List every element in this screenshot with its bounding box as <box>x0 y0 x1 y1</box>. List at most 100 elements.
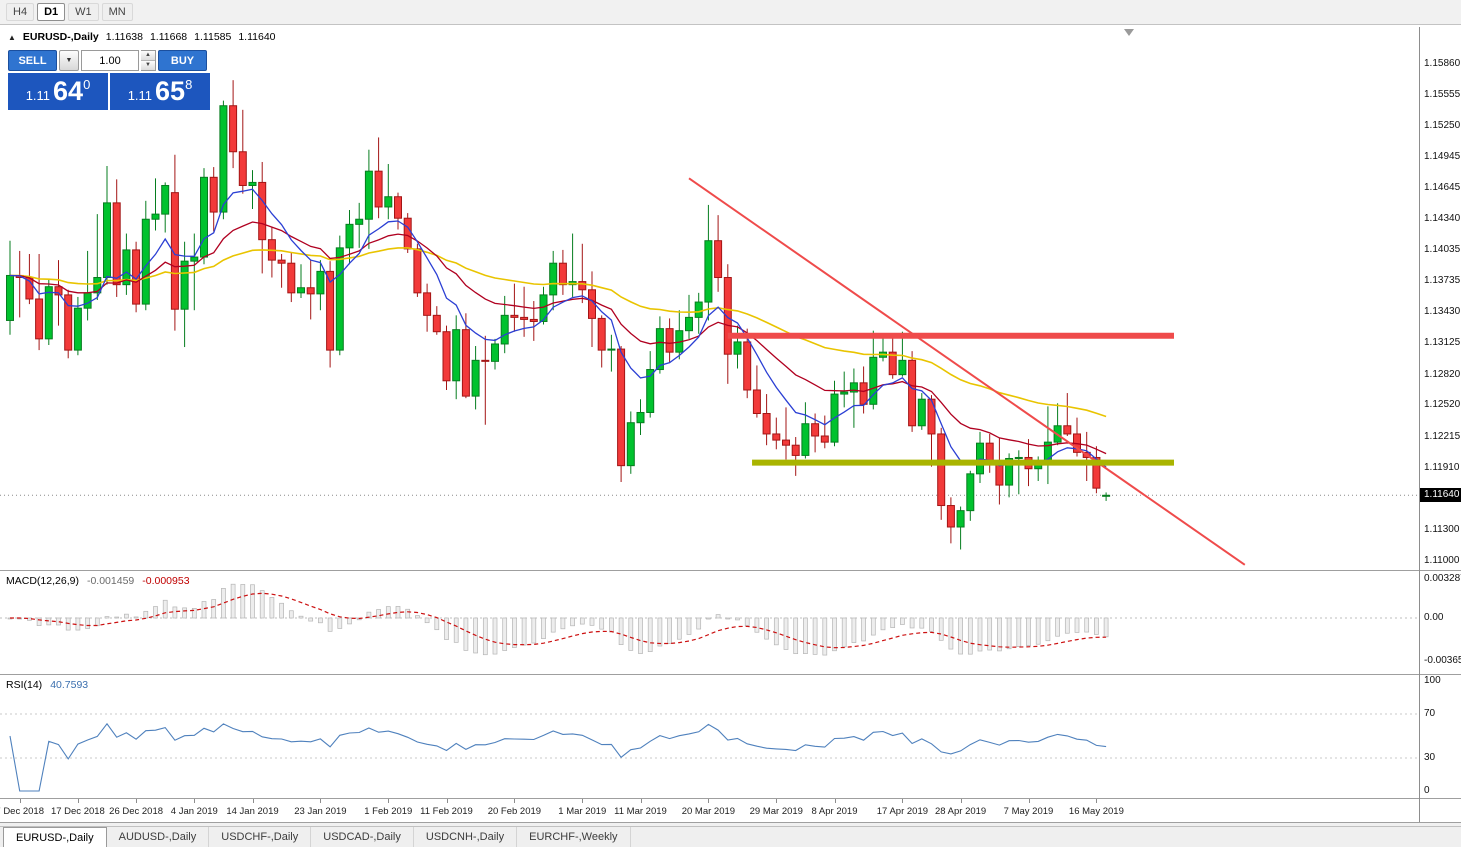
macd-canvas[interactable] <box>0 571 1419 674</box>
ohlc-high: 1.11668 <box>149 31 188 43</box>
time-axis-tick <box>320 799 322 803</box>
time-axis-tick <box>1096 799 1098 803</box>
time-axis-label: 4 Jan 2019 <box>170 806 218 817</box>
time-axis-tick <box>582 799 584 803</box>
timeframe-button-mn[interactable]: MN <box>101 3 133 21</box>
pane-separator <box>0 798 1461 799</box>
buy-price-big: 65 <box>155 76 186 106</box>
price-axis-label: 1.14945 <box>1424 151 1461 163</box>
chart-tabs-bar: EURUSD-,Daily AUDUSD-,Daily USDCHF-,Daily U… <box>0 826 1461 847</box>
buy-price-base: 1.11 <box>127 88 153 103</box>
time-axis-label: 26 Dec 2018 <box>109 806 164 817</box>
time-axis-label: 28 Apr 2019 <box>934 806 987 817</box>
time-axis-tick <box>902 799 904 803</box>
time-axis-tick <box>446 799 448 803</box>
price-axis-label: 1.15860 <box>1424 57 1461 69</box>
time-axis-label: 14 Jan 2019 <box>226 806 279 817</box>
price-axis-label: 1.12520 <box>1424 399 1461 411</box>
time-axis-label: 23 Jan 2019 <box>294 806 347 817</box>
time-axis-label: 1 Mar 2019 <box>558 806 607 817</box>
volume-up-icon[interactable]: ▲ <box>141 51 155 60</box>
macd-scale-label: 0.00 <box>1424 612 1444 623</box>
macd-scale-label: -0.003659 <box>1424 655 1461 667</box>
timeframe-toolbar: H4 D1 W1 MN <box>0 0 1461 25</box>
time-axis-tick <box>388 799 390 803</box>
time-axis-tick <box>19 799 21 803</box>
chart-tab[interactable]: USDCHF-,Daily <box>209 827 312 847</box>
time-axis-label: 16 May 2019 <box>1068 806 1124 817</box>
timeframe-buttons: H4 D1 W1 MN <box>6 3 133 21</box>
price-axis-label: 1.11910 <box>1424 461 1460 473</box>
time-axis-tick <box>514 799 516 803</box>
time-axis-label: 1 Feb 2019 <box>364 806 413 817</box>
volume-input[interactable] <box>81 50 139 71</box>
price-axis-label: 1.14340 <box>1424 213 1461 225</box>
ohlc-open: 1.11638 <box>105 31 143 43</box>
time-axis-label: 7 Dec 2018 <box>0 806 44 817</box>
time-axis-tick <box>776 799 778 803</box>
sell-button[interactable]: SELL <box>8 50 57 71</box>
time-axis-label: 20 Mar 2019 <box>681 806 736 817</box>
time-axis-tick <box>708 799 710 803</box>
one-click-panel-toggle-icon[interactable]: ▲ <box>8 32 16 42</box>
chart-tab[interactable]: USDCAD-,Daily <box>311 827 414 847</box>
sell-price-box[interactable]: 1.11 64 0 <box>8 73 108 110</box>
timeframe-button-w1[interactable]: W1 <box>68 3 99 21</box>
price-axis-label: 1.11000 <box>1424 554 1460 566</box>
ohlc-close: 1.11640 <box>238 31 276 43</box>
time-axis-label: 8 Apr 2019 <box>811 806 858 817</box>
chart-tab[interactable]: EURCHF-,Weekly <box>517 827 631 847</box>
timeframe-button-d1[interactable]: D1 <box>37 3 66 21</box>
pane-separator[interactable] <box>0 674 1461 675</box>
chart-symbol-label: EURUSD-,Daily <box>22 31 99 43</box>
rsi-header: RSI(14) 40.7593 <box>6 679 88 691</box>
timeframe-button-h4[interactable]: H4 <box>6 3 35 21</box>
volume-stepper: ▲ ▼ <box>141 50 156 71</box>
price-axis-label: 1.12820 <box>1424 368 1461 380</box>
time-axis-tick <box>960 799 962 803</box>
price-axis-label: 1.13430 <box>1424 306 1461 318</box>
time-axis-tick <box>834 799 836 803</box>
one-click-trade-panel: SELL ▼ ▲ ▼ BUY 1.11 64 0 1.11 65 8 <box>8 50 210 110</box>
time-axis-tick <box>1028 799 1030 803</box>
chart-tab[interactable]: USDCNH-,Daily <box>414 827 518 847</box>
chart-tab[interactable]: EURUSD-,Daily <box>3 827 107 847</box>
time-axis-label: 17 Dec 2018 <box>50 806 105 817</box>
window-bottom-strip <box>0 822 1461 826</box>
price-axis-line <box>1419 27 1420 822</box>
macd-signal-value: -0.000953 <box>142 575 190 587</box>
time-axis-tick <box>194 799 196 803</box>
price-axis-label: 1.11300 <box>1424 524 1460 536</box>
macd-main-value: -0.001459 <box>86 575 135 587</box>
rsi-canvas[interactable] <box>0 675 1419 798</box>
chart-tab[interactable]: AUDUSD-,Daily <box>107 827 210 847</box>
time-axis-label: 20 Feb 2019 <box>487 806 542 817</box>
buy-price-box[interactable]: 1.11 65 8 <box>110 73 210 110</box>
chart-shift-marker-icon <box>1124 29 1134 36</box>
chart-ohlc-header: ▲ EURUSD-,Daily 1.11638 1.11668 1.11585 … <box>8 31 276 43</box>
macd-title: MACD(12,26,9) <box>6 575 79 587</box>
sell-price-base: 1.11 <box>25 88 51 103</box>
rsi-value: 40.7593 <box>50 679 89 691</box>
price-axis-label: 1.15250 <box>1424 120 1461 132</box>
rsi-title: RSI(14) <box>6 679 43 691</box>
rsi-scale-label: 70 <box>1424 708 1436 719</box>
sell-price-big: 64 <box>53 76 84 106</box>
price-chart-canvas[interactable] <box>0 27 1419 570</box>
price-axis-label: 1.14645 <box>1424 182 1461 194</box>
buy-price-sup: 8 <box>185 77 193 92</box>
time-axis-label: 11 Mar 2019 <box>614 806 667 817</box>
rsi-scale-label: 0 <box>1424 785 1430 796</box>
buy-button[interactable]: BUY <box>158 50 207 71</box>
time-axis-label: 11 Feb 2019 <box>420 806 473 817</box>
macd-header: MACD(12,26,9) -0.001459 -0.000953 <box>6 575 190 587</box>
rsi-scale-label: 100 <box>1424 675 1441 686</box>
volume-dropdown-icon[interactable]: ▼ <box>59 50 79 71</box>
volume-down-icon[interactable]: ▼ <box>141 60 155 70</box>
time-axis-tick <box>77 799 79 803</box>
price-axis-label: 1.13125 <box>1424 337 1461 349</box>
pane-separator[interactable] <box>0 570 1461 571</box>
current-price-tag: 1.11640 <box>1420 488 1461 503</box>
ohlc-low: 1.11585 <box>194 31 232 43</box>
